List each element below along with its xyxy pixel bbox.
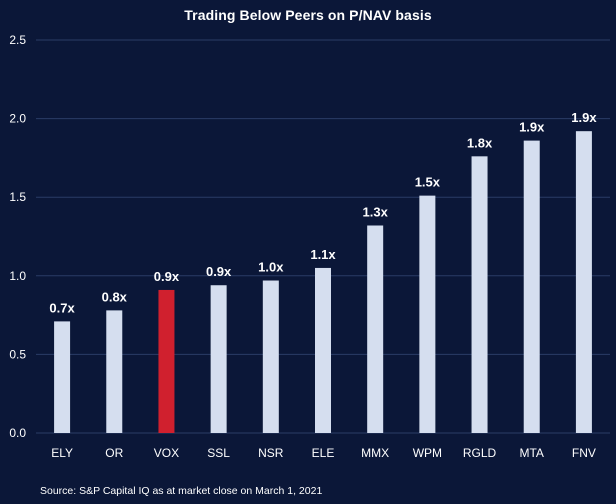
y-tick-label: 0.0 bbox=[9, 426, 26, 440]
bar-ely bbox=[54, 321, 71, 433]
x-tick-label: NSR bbox=[258, 446, 284, 460]
data-label: 0.9x bbox=[154, 269, 180, 284]
bar-fnv bbox=[575, 131, 592, 433]
x-tick-label: WPM bbox=[413, 446, 442, 460]
x-tick-label: FNV bbox=[572, 446, 596, 460]
bar-or bbox=[106, 310, 123, 433]
bar-mmx bbox=[367, 225, 384, 433]
chart-title: Trading Below Peers on P/NAV basis bbox=[184, 7, 432, 23]
data-label: 1.5x bbox=[415, 175, 441, 190]
y-tick-label: 0.5 bbox=[9, 347, 26, 361]
source-note: Source: S&P Capital IQ as at market clos… bbox=[40, 485, 323, 497]
x-tick-label: MMX bbox=[361, 446, 389, 460]
data-label: 1.9x bbox=[519, 120, 545, 135]
data-label: 1.8x bbox=[467, 135, 493, 150]
y-tick-label: 1.0 bbox=[9, 269, 26, 283]
bar-ssl bbox=[210, 285, 227, 433]
bar-rgld bbox=[471, 156, 488, 433]
x-tick-label: MTA bbox=[520, 446, 544, 460]
data-label: 1.1x bbox=[310, 247, 336, 262]
data-label: 0.8x bbox=[102, 289, 128, 304]
x-tick-label: ELE bbox=[312, 446, 335, 460]
data-label: 1.3x bbox=[363, 204, 389, 219]
bar-ele bbox=[315, 267, 331, 433]
x-tick-label: VOX bbox=[154, 446, 179, 460]
y-tick-label: 2.0 bbox=[9, 112, 26, 126]
data-label: 1.9x bbox=[571, 110, 597, 125]
bar-mta bbox=[523, 140, 540, 433]
x-tick-label: SSL bbox=[207, 446, 230, 460]
data-label: 0.7x bbox=[49, 300, 75, 315]
y-tick-label: 2.5 bbox=[9, 33, 26, 47]
y-tick-label: 1.5 bbox=[9, 190, 26, 204]
data-label: 0.9x bbox=[206, 264, 232, 279]
bar-vox bbox=[158, 289, 175, 433]
bar-wpm bbox=[419, 195, 436, 433]
x-tick-label: ELY bbox=[51, 446, 73, 460]
x-tick-label: OR bbox=[105, 446, 123, 460]
data-label: 1.0x bbox=[258, 260, 284, 275]
bar-nsr bbox=[262, 280, 279, 433]
x-tick-label: RGLD bbox=[463, 446, 497, 460]
